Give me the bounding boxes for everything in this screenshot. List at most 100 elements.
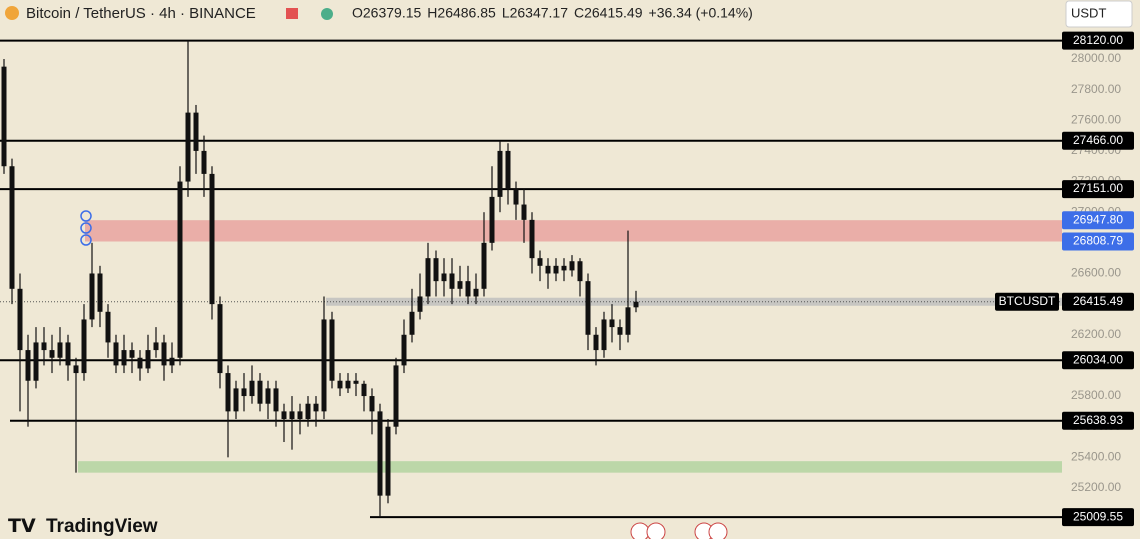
candle-body bbox=[497, 150, 503, 197]
candle-body bbox=[129, 350, 135, 358]
candle-body bbox=[553, 265, 559, 274]
candle-body bbox=[97, 273, 103, 312]
candle-body bbox=[233, 388, 239, 412]
y-tick-label: 27800.00 bbox=[1071, 82, 1121, 96]
y-tick-label: 26200.00 bbox=[1071, 327, 1121, 341]
y-tick-label: 25800.00 bbox=[1071, 388, 1121, 402]
candle-body bbox=[633, 301, 639, 308]
candle-body bbox=[33, 342, 39, 381]
candle-body bbox=[329, 319, 335, 381]
candle-body bbox=[217, 304, 223, 374]
level-label: 28120.00 bbox=[1073, 33, 1123, 47]
candle-body bbox=[193, 112, 199, 151]
level-label: 27151.00 bbox=[1073, 181, 1123, 195]
candle-body bbox=[177, 181, 183, 358]
symbol-icon bbox=[5, 6, 19, 20]
candle-body bbox=[545, 265, 551, 274]
candle-body bbox=[289, 411, 295, 420]
candle-body bbox=[145, 350, 151, 369]
event-icon bbox=[630, 522, 650, 539]
candle-body bbox=[409, 311, 415, 335]
candle-body bbox=[257, 380, 263, 404]
candle-body bbox=[441, 273, 447, 282]
candle-body bbox=[449, 273, 455, 289]
candle-body bbox=[241, 388, 247, 397]
candle-body bbox=[465, 281, 471, 297]
candle-body bbox=[225, 373, 231, 412]
candle-body bbox=[73, 365, 79, 374]
zone-label-bg bbox=[1062, 232, 1134, 251]
level-label-bg bbox=[1062, 411, 1134, 430]
candle-body bbox=[529, 219, 535, 259]
drawing-handle bbox=[80, 210, 92, 222]
currency-label[interactable]: USDT bbox=[1071, 5, 1106, 20]
y-tick-label: 25400.00 bbox=[1071, 450, 1121, 464]
level-label: 26034.00 bbox=[1073, 352, 1123, 366]
candle-body bbox=[273, 388, 279, 412]
symbol-label: BTCUSDT bbox=[999, 294, 1056, 308]
candle-body bbox=[593, 334, 599, 351]
event-icon bbox=[646, 522, 666, 539]
zone-label-bg bbox=[1062, 211, 1134, 230]
logo: 𝗧𝗩 TradingView bbox=[8, 516, 158, 537]
level-label-bg bbox=[1062, 31, 1134, 50]
ohlc-legend: O26379.15 H26486.85 L26347.17 C26415.49 +36.… bbox=[352, 5, 753, 21]
plot: 25200.0025400.0025600.0025800.0026000.00… bbox=[0, 31, 1134, 527]
candle-body bbox=[561, 265, 567, 271]
candle-body bbox=[489, 196, 495, 243]
level-label-bg bbox=[1062, 131, 1134, 150]
event-icons bbox=[630, 522, 728, 539]
candle-body bbox=[337, 380, 343, 389]
candle-body bbox=[377, 411, 383, 496]
candle-body bbox=[521, 204, 527, 220]
candle-body bbox=[393, 365, 399, 427]
drawing-handle bbox=[80, 222, 92, 234]
candle-body bbox=[209, 173, 215, 305]
candle-body bbox=[361, 383, 367, 397]
candle-body bbox=[353, 380, 359, 384]
candle-body bbox=[1, 66, 7, 167]
candle-body bbox=[185, 112, 191, 182]
candle-body bbox=[249, 380, 255, 397]
logo-mark: 𝗧𝗩 bbox=[8, 516, 36, 537]
candle-body bbox=[305, 403, 311, 420]
candle-body bbox=[25, 350, 31, 381]
candle-body bbox=[169, 357, 175, 366]
zone-label: 26947.80 bbox=[1073, 212, 1123, 226]
candle-body bbox=[81, 319, 87, 374]
candle-body bbox=[297, 411, 303, 420]
candle-body bbox=[121, 350, 127, 366]
candle-body bbox=[537, 258, 543, 266]
price-label-bg bbox=[1062, 292, 1134, 311]
price-label: 26415.49 bbox=[1073, 294, 1123, 308]
chart-title: Bitcoin / TetherUS · 4h · BINANCE bbox=[26, 5, 256, 22]
ohlc-value: +36.34 (+0.14%) bbox=[649, 5, 753, 21]
candle-body bbox=[345, 380, 351, 389]
ohlc-value: O26379.15 bbox=[352, 5, 421, 21]
candle-body bbox=[433, 258, 439, 282]
ohlc-value: H26486.85 bbox=[427, 5, 496, 21]
zone-label: 26808.79 bbox=[1073, 234, 1123, 248]
drawing-handle bbox=[80, 234, 92, 246]
level-label-bg bbox=[1062, 351, 1134, 370]
candle-body bbox=[481, 242, 487, 289]
level-label: 27466.00 bbox=[1073, 133, 1123, 147]
candle-body bbox=[105, 311, 111, 343]
currency-button[interactable] bbox=[1065, 0, 1133, 28]
candle-body bbox=[57, 342, 63, 358]
candle-body bbox=[585, 281, 591, 335]
candle-body bbox=[153, 342, 159, 351]
zone bbox=[78, 461, 1062, 473]
level-label: 25009.55 bbox=[1073, 509, 1123, 523]
y-tick-label: 28000.00 bbox=[1071, 51, 1121, 65]
candle-body bbox=[513, 189, 519, 205]
candle-body bbox=[89, 273, 95, 320]
candle-body bbox=[17, 288, 23, 351]
level-label: 25638.93 bbox=[1073, 413, 1123, 427]
candle-body bbox=[385, 426, 391, 496]
candle-body bbox=[161, 342, 167, 366]
y-tick-label: 26600.00 bbox=[1071, 266, 1121, 280]
event-icon bbox=[708, 522, 728, 539]
